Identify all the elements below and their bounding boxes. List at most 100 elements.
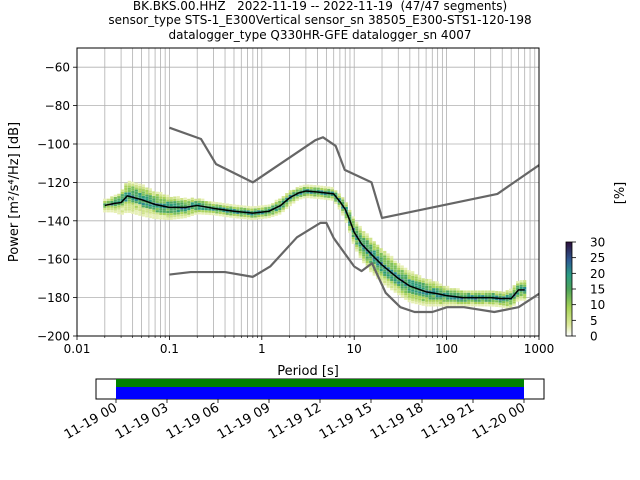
- psd-density-cell: [229, 215, 233, 218]
- psd-density-cell: [421, 292, 425, 295]
- psd-density-cell: [372, 245, 376, 249]
- psd-density-cell: [498, 300, 502, 303]
- psd-density-cell: [418, 279, 422, 282]
- psd-density-cell: [439, 290, 443, 293]
- chart-title-line-2: sensor_type STS-1_E300Vertical sensor_sn…: [108, 13, 532, 27]
- psd-density-cell: [134, 210, 138, 213]
- psd-density-cell: [362, 235, 366, 238]
- psd-density-cell: [509, 295, 513, 298]
- psd-density-cell: [428, 292, 432, 295]
- psd-density-cell: [124, 206, 128, 209]
- psd-density-cell: [260, 209, 264, 213]
- psd-density-cell: [488, 297, 492, 300]
- colorbar-tick-label: 5: [590, 314, 598, 328]
- psd-density-cell: [404, 290, 408, 293]
- psd-density-cell: [257, 205, 261, 208]
- psd-density-cell: [484, 290, 488, 293]
- psd-density-cell: [127, 206, 131, 209]
- psd-density-cell: [379, 278, 383, 281]
- psd-density-cell: [460, 292, 464, 295]
- psd-density-cell: [386, 281, 390, 284]
- psd-density-cell: [124, 201, 128, 204]
- psd-density-cell: [127, 192, 131, 195]
- psd-density-cell: [159, 208, 163, 211]
- psd-density-cell: [341, 201, 345, 205]
- psd-density-cell: [327, 186, 331, 189]
- psd-density-cell: [407, 274, 411, 277]
- psd-density-cell: [120, 196, 124, 199]
- psd-density-cell: [124, 190, 128, 193]
- chart-title-line-3: datalogger_type Q330HR-GFE datalogger_sn…: [168, 28, 472, 42]
- psd-density-cell: [145, 210, 149, 213]
- psd-density-cell: [390, 265, 394, 268]
- psd-density-cell: [358, 237, 362, 240]
- psd-density-cell: [365, 258, 369, 261]
- psd-density-cell: [169, 196, 173, 200]
- psd-density-cell: [218, 202, 222, 205]
- psd-density-cell: [453, 290, 457, 293]
- psd-density-cell: [439, 297, 443, 300]
- psd-density-cell: [148, 204, 152, 207]
- psd-density-cell: [449, 292, 453, 295]
- psd-density-cell: [288, 190, 292, 193]
- x-axis-label: Period [s]: [277, 364, 339, 379]
- coverage-tick-label: 11-19 03: [113, 400, 171, 442]
- psd-density-cell: [519, 287, 523, 290]
- psd-density-cell: [421, 303, 425, 306]
- psd-density-cell: [152, 193, 156, 196]
- psd-density-cell: [152, 205, 156, 208]
- psd-density-cell: [253, 208, 257, 211]
- psd-density-cell: [498, 298, 502, 301]
- psd-density-cell: [201, 203, 205, 206]
- psd-density-cell: [393, 272, 397, 275]
- coverage-tick-label: 11-20 00: [470, 400, 528, 442]
- psd-density-cell: [320, 190, 324, 193]
- psd-density-cell: [411, 275, 415, 278]
- psd-density-cell: [481, 295, 485, 298]
- psd-density-cell: [260, 207, 264, 210]
- psd-density-cell: [428, 285, 432, 289]
- psd-density-cell: [390, 258, 394, 261]
- psd-density-cell: [421, 301, 425, 304]
- psd-density-cell: [390, 260, 394, 263]
- psd-density-cell: [127, 183, 131, 186]
- psd-density-cell: [204, 212, 208, 215]
- psd-density-cell: [386, 285, 390, 288]
- psd-density-cell: [120, 194, 124, 197]
- colorbar-gradient: [565, 241, 573, 337]
- psd-density-cell: [180, 197, 184, 201]
- psd-density-cell: [358, 246, 362, 249]
- psd-density-cell: [400, 267, 404, 270]
- psd-density-cell: [421, 296, 425, 299]
- psd-density-cell: [306, 186, 310, 189]
- psd-density-cell: [390, 281, 394, 284]
- psd-density-cell: [190, 206, 194, 210]
- psd-density-cell: [138, 192, 142, 196]
- psd-density-cell: [176, 200, 180, 203]
- psd-density-cell: [127, 210, 131, 213]
- psd-density-cell: [320, 197, 324, 200]
- psd-density-cell: [386, 262, 390, 265]
- psd-density-cell: [229, 208, 233, 211]
- psd-density-cell: [407, 295, 411, 298]
- psd-density-cell: [365, 240, 369, 243]
- psd-density-cell: [491, 297, 495, 300]
- psd-density-cell: [439, 288, 443, 291]
- psd-density-cell: [208, 208, 212, 211]
- psd-density-cell: [141, 205, 145, 208]
- psd-density-cell: [148, 192, 152, 196]
- psd-density-cell: [176, 203, 180, 206]
- psd-density-cell: [131, 197, 135, 201]
- psd-density-cell: [131, 193, 135, 196]
- psd-density-cell: [173, 208, 177, 211]
- psd-density-cell: [414, 276, 418, 279]
- psd-density-cell: [372, 252, 376, 255]
- psd-density-cell: [120, 203, 124, 206]
- psd-density-cell: [264, 207, 268, 210]
- psd-density-cell: [411, 273, 415, 276]
- psd-density-cell: [173, 196, 177, 199]
- psd-density-cell: [134, 187, 138, 190]
- coverage-tick-label: 11-19 09: [215, 400, 273, 442]
- x-tick-label: 0.1: [160, 342, 179, 356]
- psd-density-cell: [204, 208, 208, 211]
